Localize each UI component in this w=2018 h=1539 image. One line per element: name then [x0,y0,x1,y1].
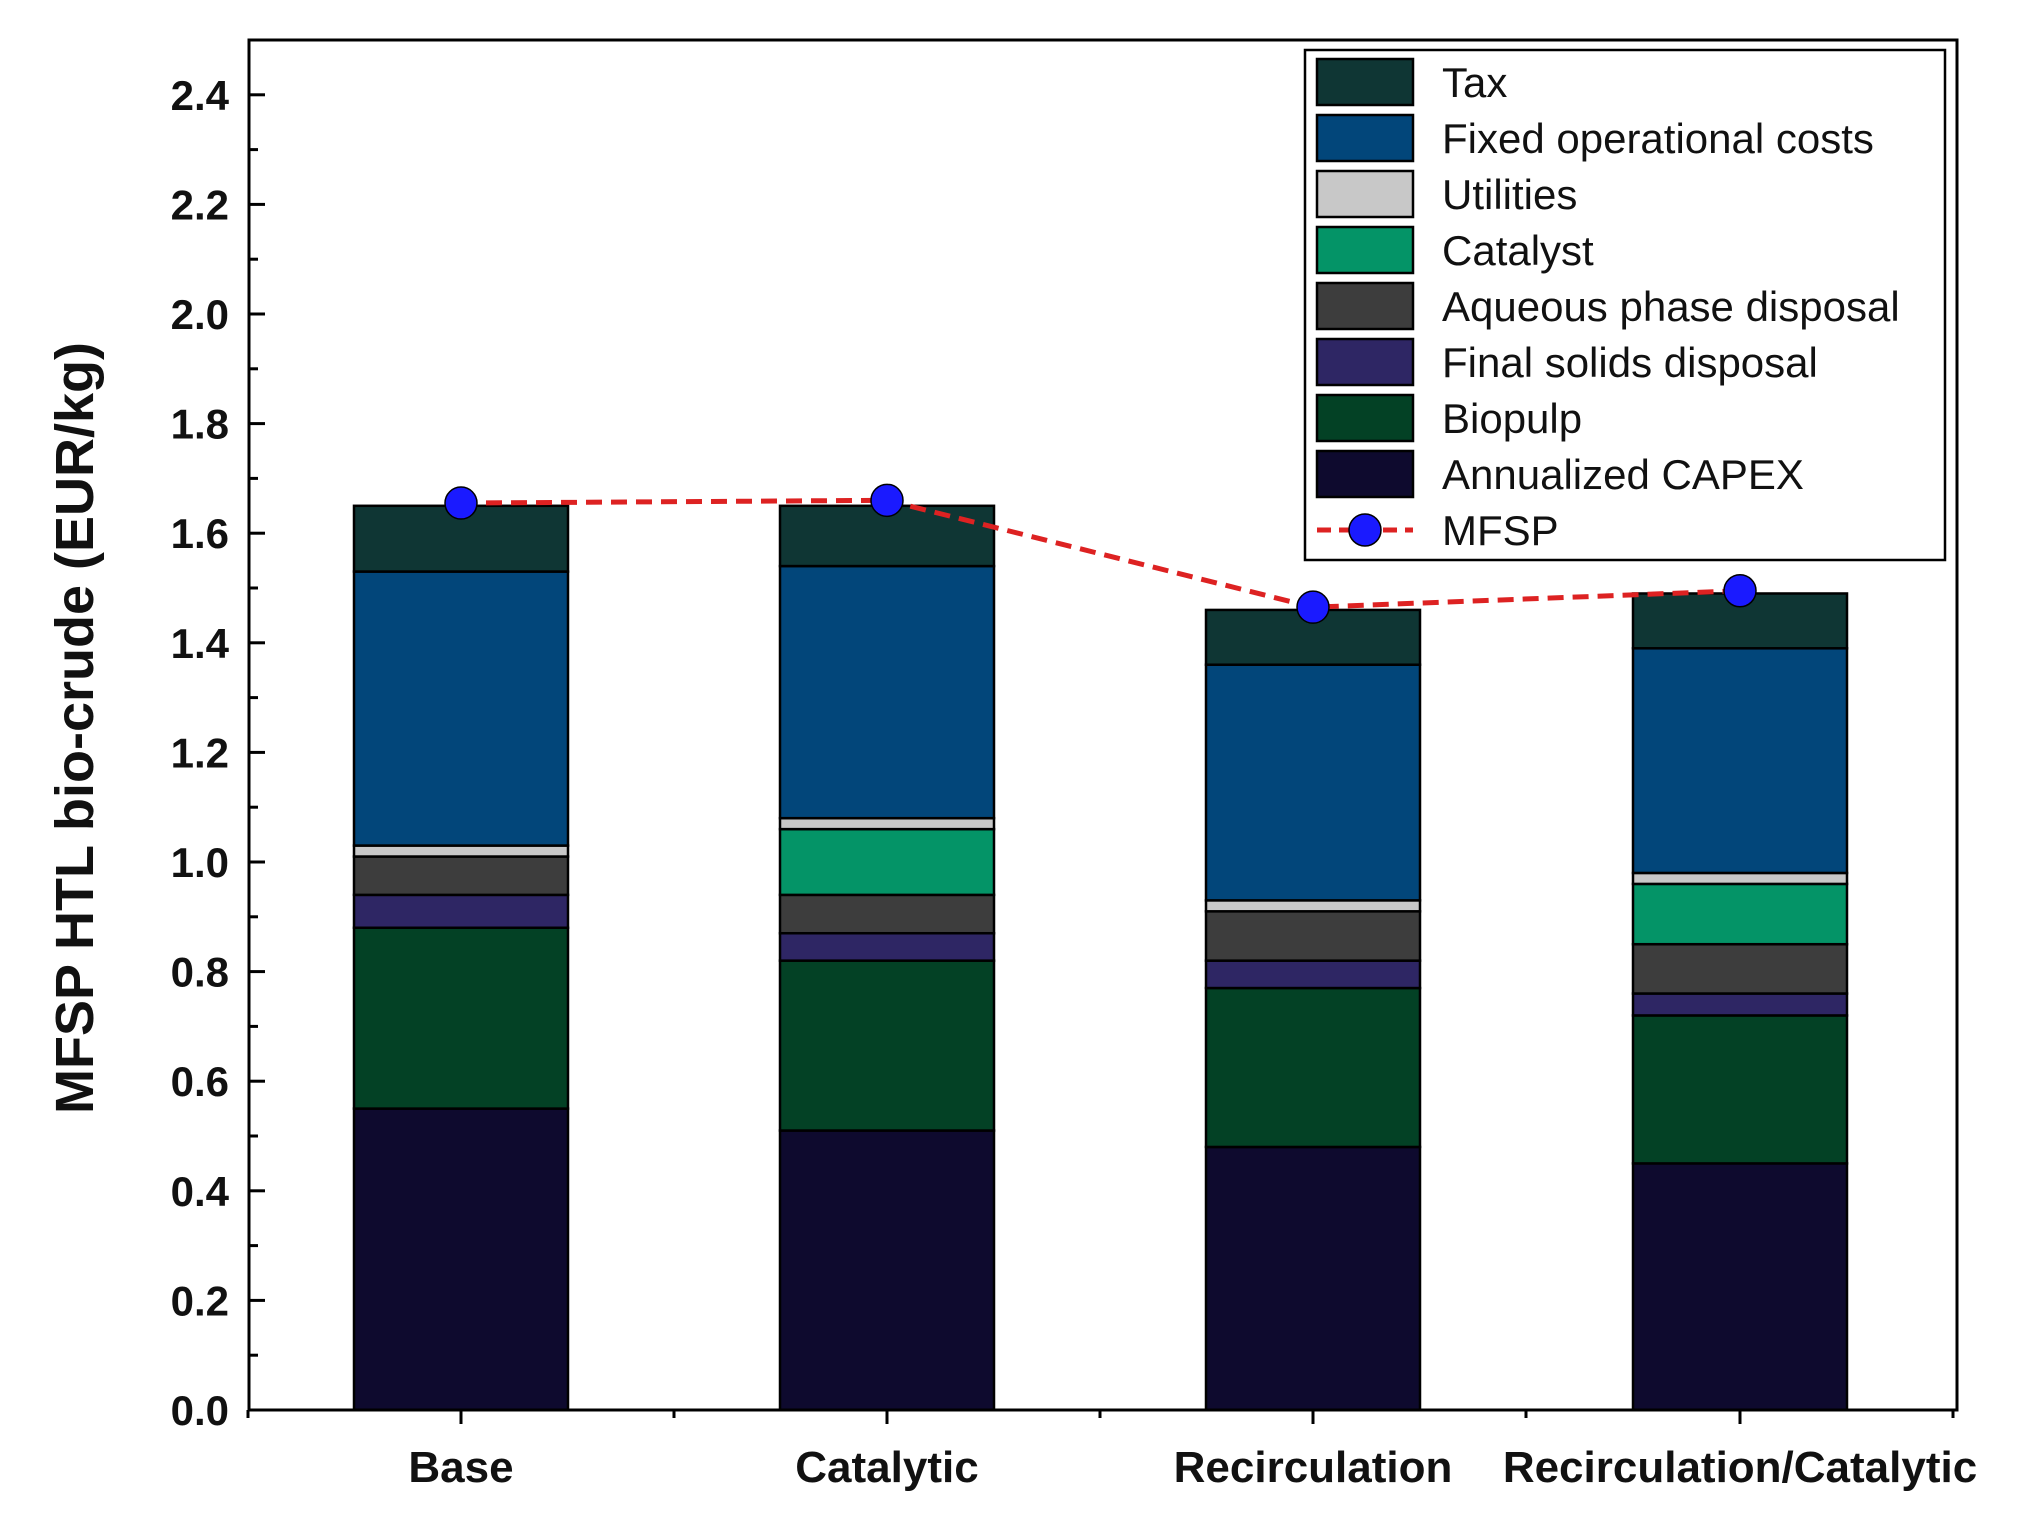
bar-segment-2-6 [1204,663,1422,902]
legend-label-8: MFSP [1442,507,1559,554]
y-tick-label-1: 0.2 [171,1277,229,1324]
y-tick-label-10: 2.0 [171,291,229,338]
y-axis-label: MFSP HTL bio-crude (EUR/kg) [45,342,105,1114]
bar-segment-3-7 [1631,592,1849,650]
legend-swatch-6 [1315,393,1415,443]
bar-segment-0-6 [352,570,570,847]
mfsp-point-3 [1723,573,1757,608]
bar-segment-3-2 [1631,992,1849,1017]
mfsp-line [460,497,1741,610]
bar-segment-1-3 [778,893,996,935]
bar-segment-3-1 [1631,1014,1849,1165]
axes-group: 0.0 0.2 0.4 0.6 0.8 1.0 1.2 1.4 1.6 1.8 2.0 2.2 2.4 B… [171,38,1977,1492]
legend-label-5: Final solids disposal [1442,339,1818,386]
legend-label-4: Aqueous phase disposal [1442,283,1900,330]
bar-segment-1-5 [778,816,996,831]
y-tick-label-5: 1.0 [171,839,229,886]
bar-segment-0-5 [352,844,570,858]
legend: Tax Fixed operational costs Utilities Catal… [1303,48,1947,562]
bar-segment-2-1 [1204,986,1422,1149]
bar-segment-0-2 [352,893,570,930]
bar-segment-1-0 [778,1129,996,1412]
x-tick-label-1: Catalytic [795,1443,978,1492]
bar-segment-2-3 [1204,910,1422,962]
bar-segment-3-3 [1631,942,1849,995]
x-tick-label-2: Recirculation [1174,1443,1453,1492]
y-tick-label-11: 2.2 [171,181,229,228]
bar-segment-2-0 [1204,1145,1422,1412]
legend-swatch-4 [1315,281,1415,331]
bar-segment-2-5 [1204,899,1422,913]
x-tick-label-0: Base [408,1443,513,1492]
bar-segment-1-1 [778,959,996,1132]
bar-segment-2-2 [1204,959,1422,990]
legend-label-7: Annualized CAPEX [1442,451,1804,498]
y-tick-label-7: 1.4 [171,620,230,667]
bar-segment-3-5 [1631,871,1849,886]
y-tick-label-9: 1.8 [171,401,229,448]
legend-label-6: Biopulp [1442,395,1582,442]
legend-swatch-0 [1315,57,1415,107]
bar-segment-3-4 [1631,882,1849,946]
bars-group [352,504,1849,1412]
plot-frame [247,38,1959,1412]
bar-segment-1-2 [778,931,996,962]
y-tick-label-12: 2.4 [171,72,230,119]
bar-segment-0-0 [352,1107,570,1412]
bar-segment-1-6 [778,564,996,820]
legend-swatch-1 [1315,113,1415,163]
legend-swatch-2 [1315,169,1415,219]
legend-label-1: Fixed operational costs [1442,115,1874,162]
legend-swatch-7 [1315,449,1415,499]
mfsp-point-1 [870,483,904,518]
mfsp-line-group [444,483,1757,624]
legend-swatch-3 [1315,225,1415,275]
bar-segment-3-6 [1631,647,1849,875]
x-tick-label-3: Recirculation/Catalytic [1503,1443,1977,1492]
bar-segment-3-0 [1631,1162,1849,1412]
legend-swatch-5 [1315,337,1415,387]
y-tick-label-4: 0.8 [171,949,229,996]
mfsp-point-0 [444,486,478,520]
bar-segment-0-3 [352,855,570,897]
legend-label-3: Catalyst [1442,227,1594,274]
y-tick-label-0: 0.0 [171,1387,229,1434]
bar-segment-0-1 [352,926,570,1110]
legend-swatch-mfsp-marker [1348,513,1382,547]
y-tick-label-2: 0.4 [171,1168,230,1215]
mfsp-point-2 [1296,590,1330,624]
legend-label-0: Tax [1442,59,1507,106]
y-tick-label-8: 1.6 [171,510,229,557]
bar-segment-1-4 [778,827,996,897]
y-tick-label-3: 0.6 [171,1058,229,1105]
y-tick-label-6: 1.2 [171,729,229,776]
legend-label-2: Utilities [1442,171,1577,218]
